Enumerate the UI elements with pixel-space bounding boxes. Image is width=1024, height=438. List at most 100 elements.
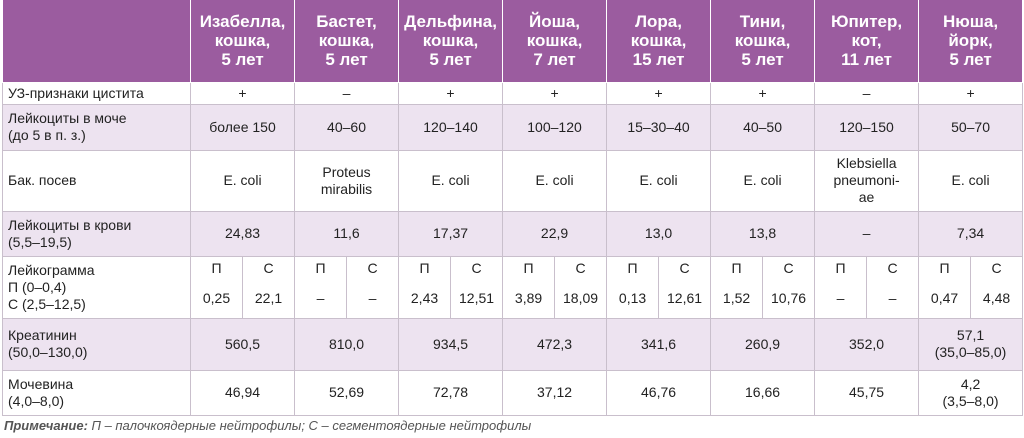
cell: 40–60 bbox=[294, 103, 400, 151]
cell: – bbox=[814, 280, 868, 319]
data-table: Изабелла, кошка, 5 лет Бастет, кошка, 5 л… bbox=[2, 0, 1024, 416]
row: Лейкоциты в крови (5,5–19,5) 24,83 11,6 17,… bbox=[2, 210, 1024, 257]
cell: 2,43 bbox=[398, 280, 452, 319]
header-row: Изабелла, кошка, 5 лет Бастет, кошка, 5 л… bbox=[2, 0, 1024, 83]
sub-header: С bbox=[762, 255, 816, 280]
cell: 472,3 bbox=[502, 317, 608, 371]
row-label: Лейкоциты в крови (5,5–19,5) bbox=[2, 210, 191, 257]
cell: 11,6 bbox=[294, 210, 400, 257]
sub-header: С bbox=[241, 255, 296, 280]
cell: 15–30–40 bbox=[606, 103, 712, 151]
cell: – bbox=[294, 81, 400, 105]
cell: – bbox=[294, 280, 348, 319]
row-label: Креатинин (50,0–130,0) bbox=[2, 317, 191, 371]
cell: 72,78 bbox=[398, 369, 504, 416]
cell: Klebsiella pneumoni- ae bbox=[814, 149, 920, 212]
cell: E. coli bbox=[189, 149, 296, 212]
cell: + bbox=[918, 81, 1024, 105]
header-cell: Нюша, йорк, 5 лет bbox=[918, 0, 1024, 83]
header-cell bbox=[2, 0, 191, 83]
cell: 45,75 bbox=[814, 369, 920, 416]
sub-header: С bbox=[346, 255, 400, 280]
sub-header: С bbox=[970, 255, 1024, 280]
cell: – bbox=[346, 280, 400, 319]
cell: E. coli bbox=[502, 149, 608, 212]
row-label: Бак. посев bbox=[2, 149, 191, 212]
cell: 4,2 (3,5–8,0) bbox=[918, 369, 1024, 416]
sub-header: П bbox=[190, 255, 243, 280]
cell: 22,1 bbox=[241, 280, 296, 319]
cell: 18,09 bbox=[554, 280, 608, 319]
sub-header: П bbox=[502, 255, 556, 280]
cell: – bbox=[814, 210, 920, 257]
cell: + bbox=[502, 81, 608, 105]
sub-header: П bbox=[398, 255, 452, 280]
row-label: Лейкограмма П (0–0,4) С (2,5–12,5) bbox=[2, 255, 191, 319]
sub-header: П bbox=[918, 255, 972, 280]
header-cell: Дельфина, кошка, 5 лет bbox=[398, 0, 504, 83]
cell: 50–70 bbox=[918, 103, 1024, 151]
cell: 22,9 bbox=[502, 210, 608, 257]
cell: 12,51 bbox=[450, 280, 504, 319]
cell: + bbox=[189, 81, 296, 105]
cell: 37,12 bbox=[502, 369, 608, 416]
sub-header: С bbox=[450, 255, 504, 280]
row-label: УЗ-признаки цистита bbox=[2, 81, 191, 105]
cell: 100–120 bbox=[502, 103, 608, 151]
cell: Proteus mirabilis bbox=[294, 149, 400, 212]
cell: 17,37 bbox=[398, 210, 504, 257]
cell: 13,8 bbox=[710, 210, 816, 257]
cell: + bbox=[398, 81, 504, 105]
row-label: Мочевина (4,0–8,0) bbox=[2, 369, 191, 416]
cell: 120–150 bbox=[814, 103, 920, 151]
cell: 0,25 bbox=[190, 280, 243, 319]
cell: 52,69 bbox=[294, 369, 400, 416]
note: Примечание: П – палочкоядерные нейтрофил… bbox=[4, 418, 531, 433]
cell: E. coli bbox=[710, 149, 816, 212]
cell: 40–50 bbox=[710, 103, 816, 151]
cell: + bbox=[710, 81, 816, 105]
row: УЗ-признаки цистита + – + + + + – + bbox=[2, 81, 1024, 105]
header-cell: Йоша, кошка, 7 лет bbox=[502, 0, 608, 83]
sub-header: П bbox=[294, 255, 348, 280]
cell: 12,61 bbox=[658, 280, 712, 319]
cell: 16,66 bbox=[710, 369, 816, 416]
cell: 341,6 bbox=[606, 317, 712, 371]
cell: 13,0 bbox=[606, 210, 712, 257]
row-label: Лейкоциты в моче (до 5 в п. з.) bbox=[2, 103, 191, 151]
row: Мочевина (4,0–8,0) 46,94 52,69 72,78 37,12 46… bbox=[2, 369, 1024, 416]
cell: 1,52 bbox=[710, 280, 764, 319]
cell: E. coli bbox=[398, 149, 504, 212]
cell: 560,5 bbox=[189, 317, 296, 371]
row: Лейкоциты в моче (до 5 в п. з.) более 150… bbox=[2, 103, 1024, 151]
cell: 10,76 bbox=[762, 280, 816, 319]
cell: 46,94 bbox=[189, 369, 296, 416]
cell: 120–140 bbox=[398, 103, 504, 151]
header-cell: Бастет, кошка, 5 лет bbox=[294, 0, 400, 83]
cell: – bbox=[866, 280, 920, 319]
row: Лейкограмма П (0–0,4) С (2,5–12,5) П С П С П С… bbox=[2, 255, 1024, 319]
sub-header: П bbox=[606, 255, 660, 280]
header-cell: Тини, кошка, 5 лет bbox=[710, 0, 816, 83]
header-cell: Изабелла, кошка, 5 лет bbox=[189, 0, 296, 83]
cell: 934,5 bbox=[398, 317, 504, 371]
sub-header: П bbox=[814, 255, 868, 280]
cell: E. coli bbox=[918, 149, 1024, 212]
cell: 810,0 bbox=[294, 317, 400, 371]
cell: 3,89 bbox=[502, 280, 556, 319]
cell: 46,76 bbox=[606, 369, 712, 416]
cell: 0,47 bbox=[918, 280, 972, 319]
note-text: П – палочкоядерные нейтрофилы; С – сегме… bbox=[87, 418, 532, 433]
cell: 7,34 bbox=[918, 210, 1024, 257]
header-cell: Лора, кошка, 15 лет bbox=[606, 0, 712, 83]
header-cell: Юпитер, кот, 11 лет bbox=[814, 0, 920, 83]
note-label: Примечание: bbox=[4, 418, 88, 433]
cell: 4,48 bbox=[970, 280, 1024, 319]
cell: – bbox=[814, 81, 920, 105]
sub-header: С bbox=[658, 255, 712, 280]
cell: 352,0 bbox=[814, 317, 920, 371]
cell: 57,1 (35,0–85,0) bbox=[918, 317, 1024, 371]
sub-header: С bbox=[554, 255, 608, 280]
sub-header: П bbox=[710, 255, 764, 280]
